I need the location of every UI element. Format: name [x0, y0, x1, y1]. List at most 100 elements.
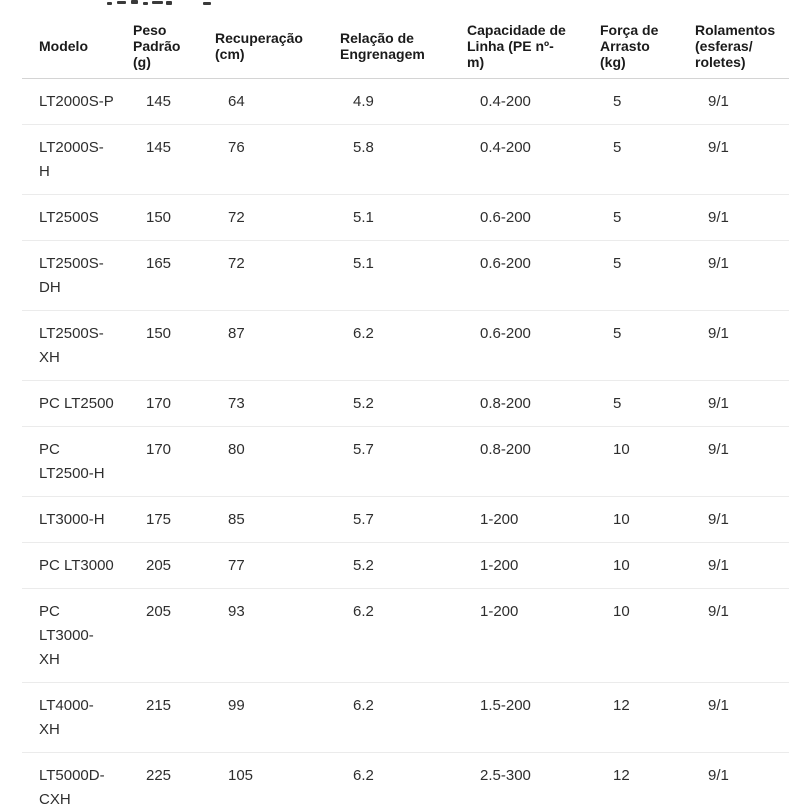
table-row: PC LT3000 205 77 5.2 1-200 10 9/1	[22, 542, 789, 589]
table-row: LT2500S 150 72 5.1 0.6-200 5 9/1	[22, 194, 789, 241]
cell-forca-arrasto: 10	[583, 588, 678, 683]
table-row: LT2000S- H 145 76 5.8 0.4-200 5 9/1	[22, 124, 789, 195]
table-row: LT2500S- DH 165 72 5.1 0.6-200 5 9/1	[22, 240, 789, 311]
table-row: PC LT2500 170 73 5.2 0.8-200 5 9/1	[22, 380, 789, 427]
cell-relacao-engrenagem: 5.8	[323, 124, 450, 195]
cell-capacidade-linha: 0.4-200	[450, 124, 583, 195]
cell-modelo: PC LT3000- XH	[22, 588, 116, 683]
column-header-relacao-engrenagem: Relação de Engrenagem	[323, 14, 450, 79]
cell-peso-padrao: 215	[116, 682, 198, 753]
cell-modelo: LT2500S- DH	[22, 240, 116, 311]
header-row: Modelo Peso Padrão (g) Recuperação (cm) …	[22, 14, 789, 79]
cell-peso-padrao: 145	[116, 78, 198, 125]
table-row: LT2000S-P 145 64 4.9 0.4-200 5 9/1	[22, 78, 789, 125]
table-row: PC LT2500-H 170 80 5.7 0.8-200 10 9/1	[22, 426, 789, 497]
cell-rolamentos: 9/1	[678, 752, 789, 808]
cell-capacidade-linha: 1.5-200	[450, 682, 583, 753]
column-header-recuperacao: Recuperação (cm)	[198, 14, 323, 79]
cell-modelo: LT2000S- H	[22, 124, 116, 195]
cell-capacidade-linha: 1-200	[450, 496, 583, 543]
cell-modelo: LT5000D- CXH	[22, 752, 116, 808]
spec-table: Modelo Peso Padrão (g) Recuperação (cm) …	[22, 14, 789, 808]
cell-relacao-engrenagem: 6.2	[323, 310, 450, 381]
spec-table-header: Modelo Peso Padrão (g) Recuperação (cm) …	[22, 14, 789, 79]
cell-modelo: PC LT2500	[22, 380, 116, 427]
cell-modelo: PC LT2500-H	[22, 426, 116, 497]
column-header-peso-padrao: Peso Padrão (g)	[116, 14, 198, 79]
cell-peso-padrao: 175	[116, 496, 198, 543]
cell-recuperacao: 72	[198, 194, 323, 241]
cell-peso-padrao: 225	[116, 752, 198, 808]
cell-relacao-engrenagem: 6.2	[323, 682, 450, 753]
cell-recuperacao: 93	[198, 588, 323, 683]
table-row: LT2500S- XH 150 87 6.2 0.6-200 5 9/1	[22, 310, 789, 381]
cell-capacidade-linha: 0.6-200	[450, 194, 583, 241]
cell-modelo: LT2500S	[22, 194, 116, 241]
table-row: LT4000- XH 215 99 6.2 1.5-200 12 9/1	[22, 682, 789, 753]
cell-rolamentos: 9/1	[678, 426, 789, 497]
cell-capacidade-linha: 0.6-200	[450, 310, 583, 381]
cell-capacidade-linha: 0.8-200	[450, 380, 583, 427]
cell-capacidade-linha: 0.8-200	[450, 426, 583, 497]
cell-relacao-engrenagem: 5.2	[323, 542, 450, 589]
cell-forca-arrasto: 5	[583, 240, 678, 311]
cell-rolamentos: 9/1	[678, 240, 789, 311]
column-header-capacidade-linha: Capacidade de Linha (PE nº- m)	[450, 14, 583, 79]
cell-capacidade-linha: 0.4-200	[450, 78, 583, 125]
cell-capacidade-linha: 0.6-200	[450, 240, 583, 311]
cell-capacidade-linha: 1-200	[450, 588, 583, 683]
cell-relacao-engrenagem: 5.1	[323, 194, 450, 241]
cell-recuperacao: 85	[198, 496, 323, 543]
cell-recuperacao: 73	[198, 380, 323, 427]
cell-forca-arrasto: 5	[583, 194, 678, 241]
cell-relacao-engrenagem: 5.7	[323, 426, 450, 497]
cell-forca-arrasto: 12	[583, 752, 678, 808]
spec-table-body: LT2000S-P 145 64 4.9 0.4-200 5 9/1 LT200…	[22, 78, 789, 808]
cell-peso-padrao: 205	[116, 542, 198, 589]
column-header-modelo: Modelo	[22, 14, 116, 79]
cell-relacao-engrenagem: 5.1	[323, 240, 450, 311]
cell-peso-padrao: 170	[116, 426, 198, 497]
cell-forca-arrasto: 10	[583, 496, 678, 543]
cell-forca-arrasto: 10	[583, 542, 678, 589]
cell-peso-padrao: 165	[116, 240, 198, 311]
cell-relacao-engrenagem: 5.2	[323, 380, 450, 427]
cell-recuperacao: 87	[198, 310, 323, 381]
cell-rolamentos: 9/1	[678, 496, 789, 543]
cell-forca-arrasto: 12	[583, 682, 678, 753]
cell-modelo: LT2500S- XH	[22, 310, 116, 381]
cell-recuperacao: 77	[198, 542, 323, 589]
cell-relacao-engrenagem: 6.2	[323, 588, 450, 683]
cell-rolamentos: 9/1	[678, 380, 789, 427]
cell-recuperacao: 105	[198, 752, 323, 808]
cell-recuperacao: 76	[198, 124, 323, 195]
table-row: LT3000-H 175 85 5.7 1-200 10 9/1	[22, 496, 789, 543]
cell-peso-padrao: 145	[116, 124, 198, 195]
column-header-rolamentos: Rolamentos (esferas/ roletes)	[678, 14, 789, 79]
cell-rolamentos: 9/1	[678, 194, 789, 241]
cell-recuperacao: 72	[198, 240, 323, 311]
cell-forca-arrasto: 5	[583, 124, 678, 195]
cell-rolamentos: 9/1	[678, 542, 789, 589]
table-row: LT5000D- CXH 225 105 6.2 2.5-300 12 9/1	[22, 752, 789, 808]
cell-recuperacao: 64	[198, 78, 323, 125]
cell-forca-arrasto: 5	[583, 310, 678, 381]
cell-rolamentos: 9/1	[678, 310, 789, 381]
cell-recuperacao: 80	[198, 426, 323, 497]
cell-peso-padrao: 150	[116, 310, 198, 381]
cell-rolamentos: 9/1	[678, 78, 789, 125]
cell-capacidade-linha: 2.5-300	[450, 752, 583, 808]
cell-rolamentos: 9/1	[678, 588, 789, 683]
cell-peso-padrao: 170	[116, 380, 198, 427]
column-header-forca-arrasto: Força de Arrasto (kg)	[583, 14, 678, 79]
cell-capacidade-linha: 1-200	[450, 542, 583, 589]
cell-modelo: LT2000S-P	[22, 78, 116, 125]
cell-recuperacao: 99	[198, 682, 323, 753]
table-row: PC LT3000- XH 205 93 6.2 1-200 10 9/1	[22, 588, 789, 683]
cell-forca-arrasto: 5	[583, 380, 678, 427]
cell-peso-padrao: 150	[116, 194, 198, 241]
cell-relacao-engrenagem: 6.2	[323, 752, 450, 808]
cell-forca-arrasto: 10	[583, 426, 678, 497]
cell-peso-padrao: 205	[116, 588, 198, 683]
